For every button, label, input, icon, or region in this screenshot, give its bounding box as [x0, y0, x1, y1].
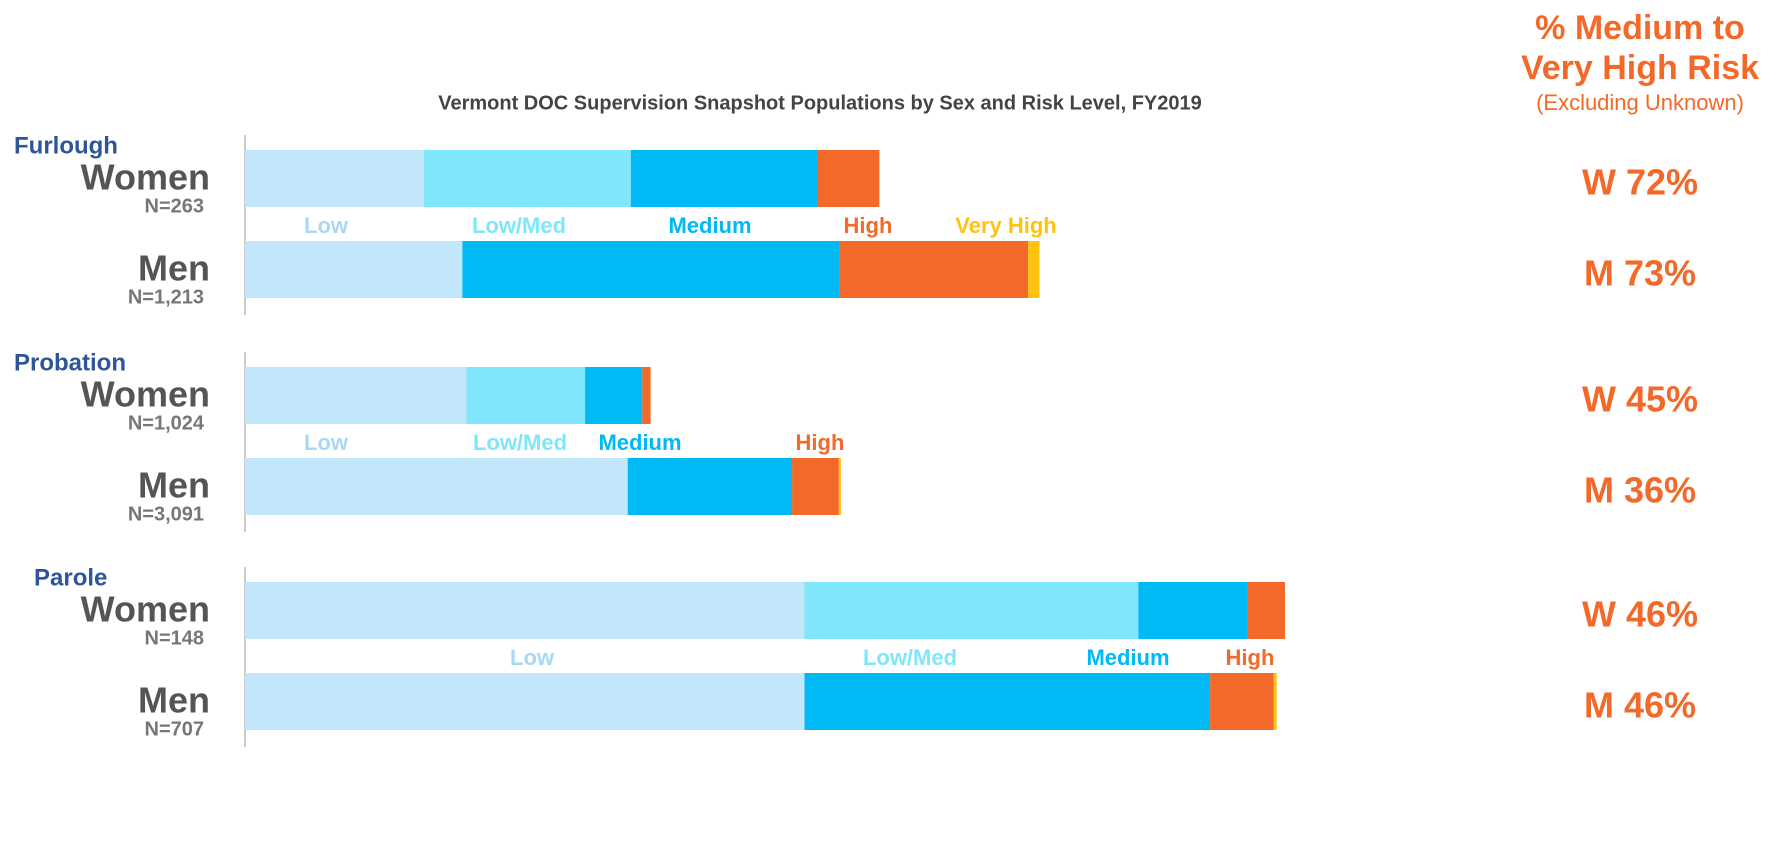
row-n: N=263 — [145, 195, 205, 217]
bar-segment — [245, 458, 628, 515]
row-n: N=1,213 — [128, 286, 204, 308]
row-n: N=3,091 — [128, 503, 204, 525]
legend-label: High — [1226, 645, 1275, 670]
group-label: Parole — [34, 564, 107, 591]
bar-segment — [1247, 582, 1285, 639]
legend-label: Low — [510, 645, 555, 670]
legend-label: High — [796, 430, 845, 455]
row-label: Women — [81, 157, 210, 198]
risk-label: M 36% — [1584, 470, 1696, 511]
legend-label: Medium — [598, 430, 681, 455]
row-label: Men — [138, 248, 210, 289]
bar-segment — [817, 150, 880, 207]
risk-label: W 45% — [1582, 379, 1698, 420]
legend-label: Low/Med — [473, 430, 567, 455]
bar-segment — [804, 673, 1211, 730]
bar-segment — [245, 150, 424, 207]
risk-label: W 72% — [1582, 162, 1698, 203]
row-n: N=1,024 — [128, 412, 205, 434]
legend-label: Very High — [955, 213, 1056, 238]
legend-label: Medium — [1086, 645, 1169, 670]
row-label: Men — [138, 465, 210, 506]
bar-segment — [627, 458, 793, 515]
bar-segment — [1273, 673, 1277, 730]
bar-segment — [245, 582, 805, 639]
legend-label: Medium — [668, 213, 751, 238]
bar-segment — [839, 241, 1029, 298]
row-label: Women — [81, 589, 210, 630]
bar-segment — [245, 367, 467, 424]
bar-segment — [585, 367, 643, 424]
legend-label: Low/Med — [863, 645, 957, 670]
bar-segment — [462, 241, 840, 298]
bar-segment — [245, 673, 805, 730]
bar-segment — [630, 150, 817, 207]
bar-segment — [838, 458, 841, 515]
bar-segment — [423, 150, 631, 207]
legend-label: Low/Med — [472, 213, 566, 238]
side-title: % Medium to — [1535, 9, 1745, 47]
row-label: Men — [138, 680, 210, 721]
bar-segment — [642, 367, 651, 424]
risk-label: M 46% — [1584, 685, 1696, 726]
bar-segment — [792, 458, 839, 515]
bar-segment — [466, 367, 586, 424]
group-label: Furlough — [14, 132, 118, 159]
bar-segment — [1138, 582, 1248, 639]
bar-segment — [804, 582, 1139, 639]
legend-label: High — [844, 213, 893, 238]
row-n: N=148 — [145, 627, 205, 649]
bar-segment — [1210, 673, 1274, 730]
group-label: Probation — [14, 349, 126, 376]
risk-label: W 46% — [1582, 594, 1698, 635]
risk-label: M 73% — [1584, 253, 1696, 294]
bar-segment — [245, 241, 463, 298]
legend-label: Low — [304, 430, 349, 455]
legend-label: Low — [304, 213, 349, 238]
chart-title: Vermont DOC Supervision Snapshot Populat… — [438, 92, 1202, 114]
row-label: Women — [81, 374, 210, 415]
side-subtitle: (Excluding Unknown) — [1536, 90, 1744, 115]
bar-segment — [1028, 241, 1040, 298]
side-title: Very High Risk — [1521, 49, 1759, 87]
row-n: N=707 — [145, 718, 205, 740]
